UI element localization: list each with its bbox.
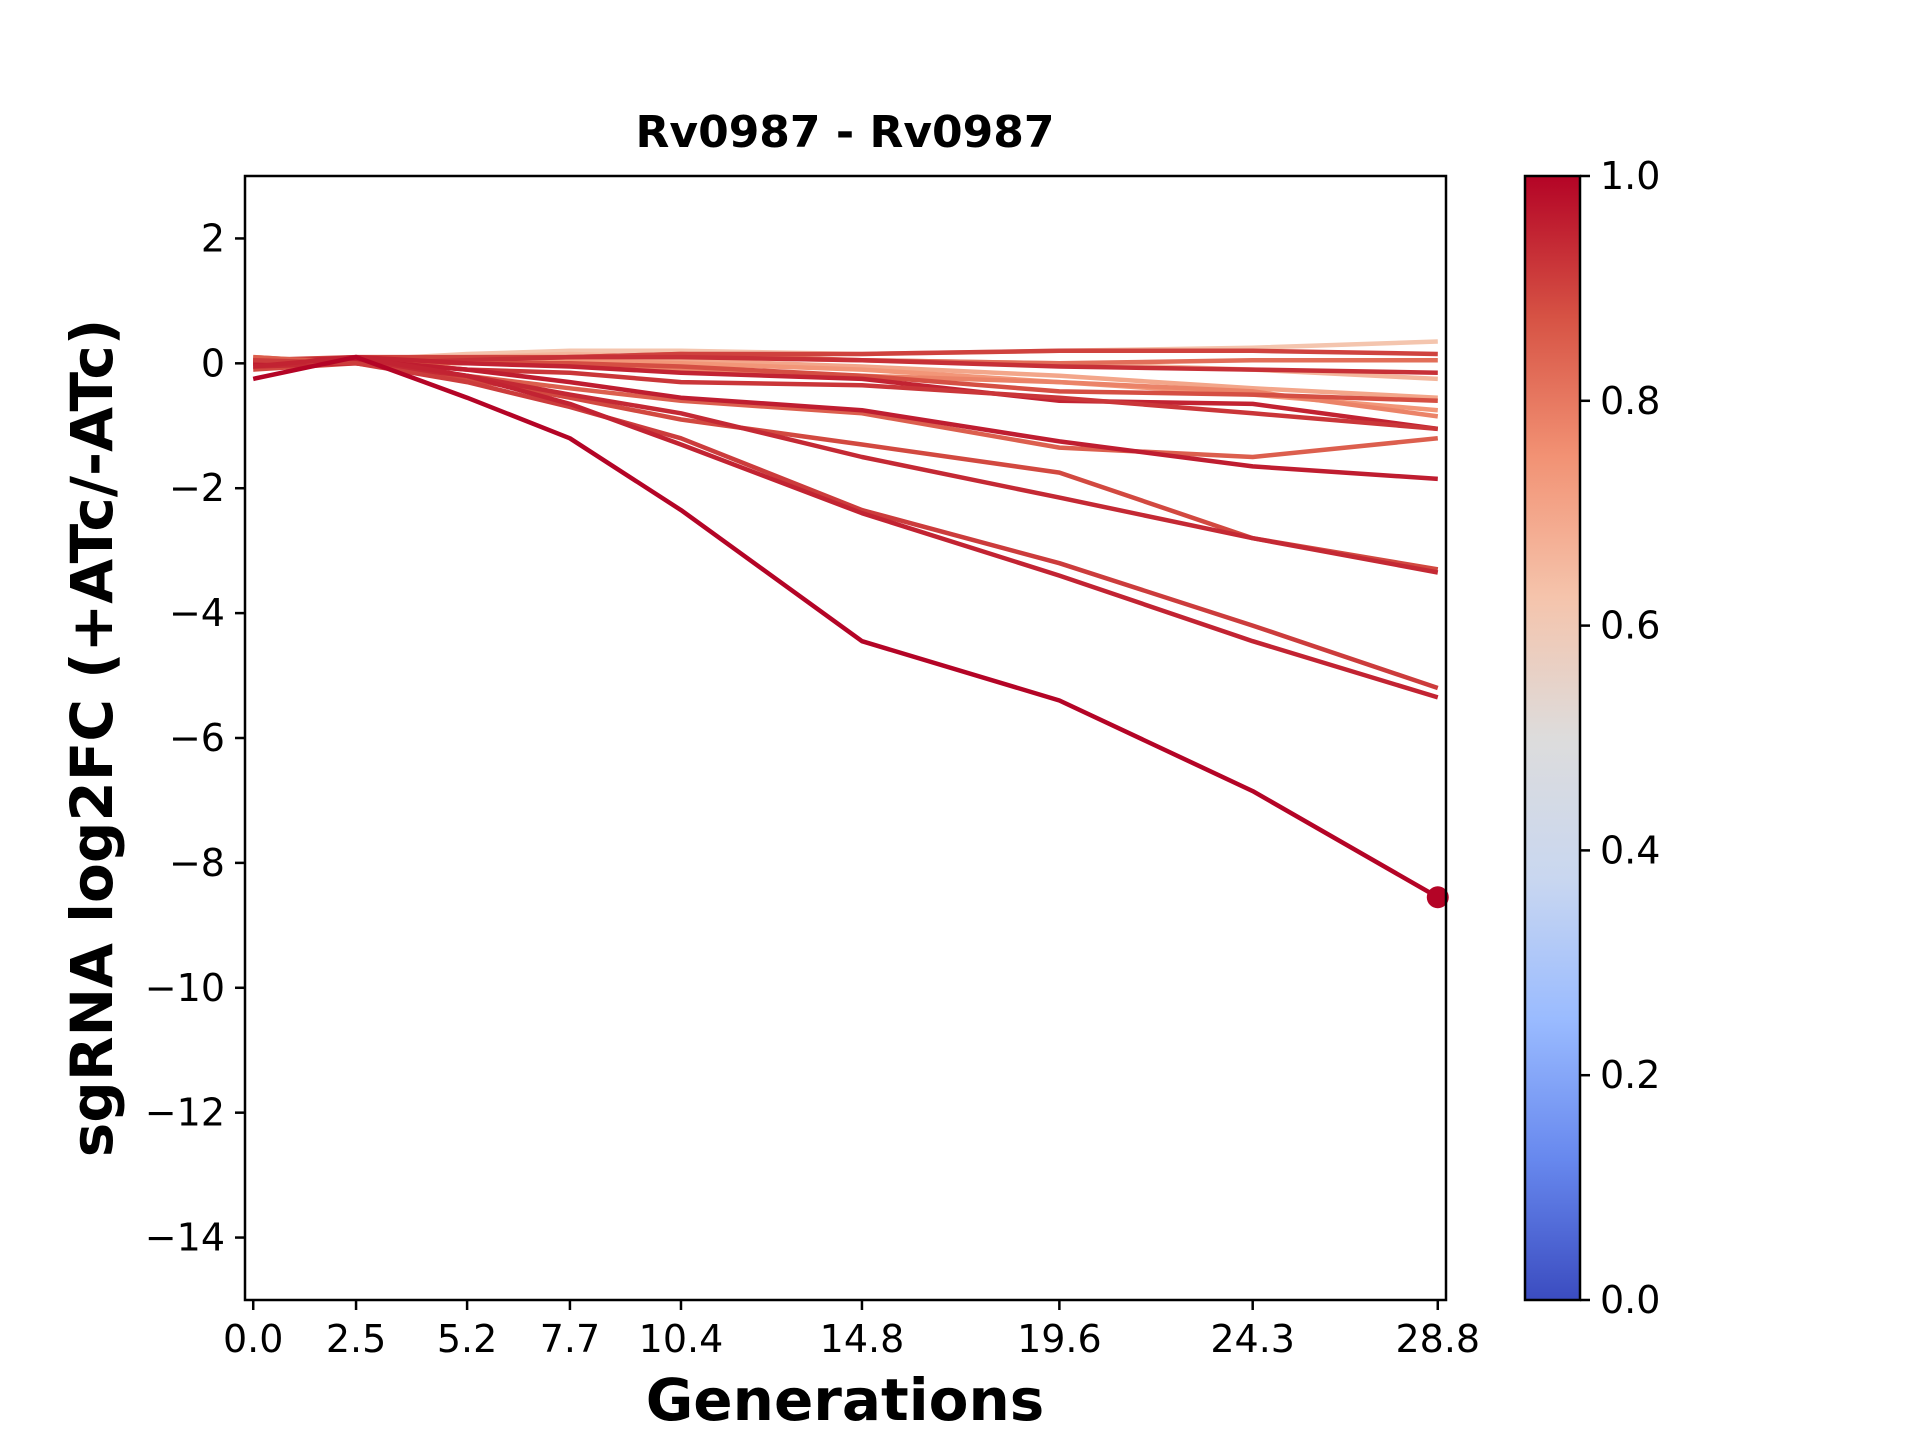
colorbar-ticks: 0.0 0.2 0.4 0.6 0.8 1.0 — [1580, 154, 1660, 1322]
x-tick-label: 14.8 — [820, 1317, 905, 1361]
series-line-18 — [252, 354, 1439, 900]
colorbar-tick-label: 0.6 — [1600, 604, 1660, 648]
end-marker — [1426, 886, 1449, 909]
x-tick-label: 24.3 — [1210, 1317, 1295, 1361]
x-axis: 0.0 2.5 5.2 7.7 10.4 14.8 19.6 24.3 28.8 — [223, 1300, 1480, 1361]
series-line-17 — [252, 354, 1439, 700]
plot-frame — [243, 174, 1448, 1302]
y-axis-label: sgRNA log2FC (+ATc/-ATc) — [58, 319, 126, 1157]
x-tick-label: 0.0 — [223, 1317, 283, 1361]
x-tick-label: 10.4 — [639, 1317, 724, 1361]
colorbar-tick-label: 0.2 — [1600, 1053, 1660, 1097]
x-tick-label: 5.2 — [437, 1317, 497, 1361]
y-tick-label: −6 — [169, 716, 225, 760]
colorbar-tick-label: 1.0 — [1600, 154, 1660, 198]
y-tick-label: 2 — [201, 216, 225, 260]
x-tick-label: 28.8 — [1395, 1317, 1480, 1361]
x-tick-label: 19.6 — [1017, 1317, 1102, 1361]
series-line-10 — [253, 354, 1439, 432]
y-tick-label: −8 — [169, 841, 225, 885]
colorbar-tick-label: 0.0 — [1600, 1278, 1660, 1322]
y-tick-label: 0 — [201, 341, 225, 385]
x-axis-label: Generations — [646, 1366, 1045, 1434]
colorbar: 0.0 0.2 0.4 0.6 0.8 1.0 — [1523, 154, 1660, 1322]
y-axis: 2 0 −2 −4 −6 −8 −10 −12 −14 — [145, 216, 245, 1260]
chart-title: Rv0987 - Rv0987 — [636, 107, 1055, 158]
y-tick-label: −12 — [145, 1091, 225, 1135]
series-layer — [252, 339, 1439, 900]
colorbar-gradient — [1523, 174, 1582, 1302]
marker-layer — [1426, 886, 1449, 909]
y-tick-label: −4 — [169, 591, 225, 635]
colorbar-tick-label: 0.4 — [1600, 828, 1660, 872]
colorbar-tick-label: 0.8 — [1600, 379, 1660, 423]
y-tick-label: −14 — [145, 1216, 225, 1260]
x-tick-label: 2.5 — [326, 1317, 386, 1361]
x-tick-label: 7.7 — [540, 1317, 600, 1361]
y-tick-label: −2 — [169, 466, 225, 510]
y-tick-label: −10 — [145, 966, 225, 1010]
